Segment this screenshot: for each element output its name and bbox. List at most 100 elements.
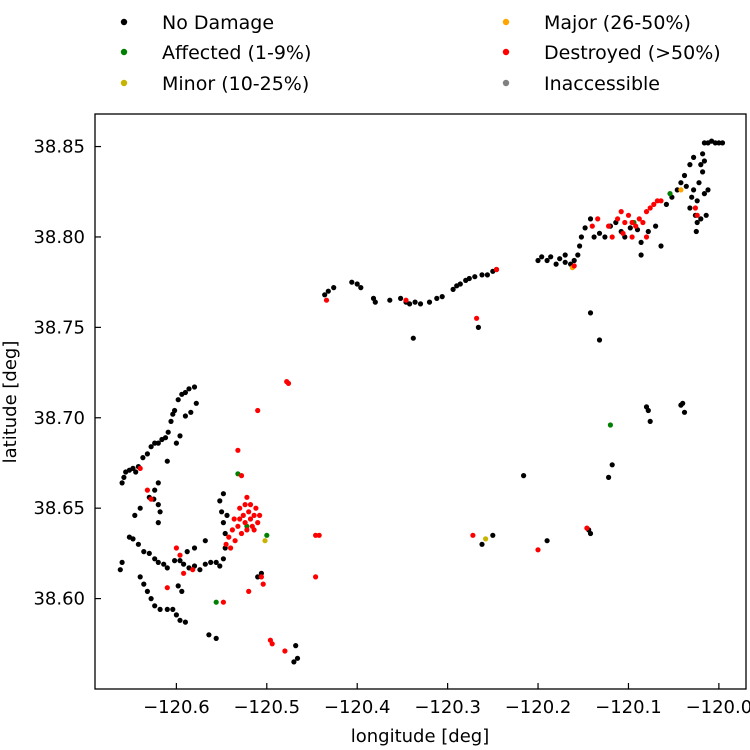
point-no-damage (694, 198, 700, 204)
point-no-damage (439, 294, 445, 300)
point-no-damage (222, 530, 228, 537)
point-destroyed-50 (242, 520, 248, 526)
point-destroyed-50 (692, 205, 699, 211)
point-destroyed-50 (232, 538, 238, 544)
point-no-damage (653, 223, 659, 229)
point-no-damage (152, 603, 158, 609)
point-no-damage (557, 256, 563, 262)
point-no-damage (701, 191, 708, 197)
point-destroyed-50 (493, 266, 500, 273)
point-destroyed-50 (137, 465, 143, 471)
point-destroyed-50 (643, 234, 650, 240)
point-destroyed-50 (269, 641, 275, 647)
point-no-damage (164, 606, 170, 613)
point-no-damage (179, 588, 185, 595)
point-no-damage (165, 429, 171, 435)
point-no-damage (596, 337, 603, 343)
point-destroyed-50 (235, 523, 241, 529)
point-no-damage (217, 563, 223, 569)
point-no-damage (291, 659, 297, 665)
point-affected-1-9 (264, 532, 270, 538)
legend-marker-destroyed-50 (502, 48, 510, 56)
point-no-damage (148, 444, 154, 450)
point-destroyed-50 (643, 209, 650, 215)
point-no-damage (152, 556, 158, 562)
point-no-damage (155, 440, 161, 446)
point-no-damage (575, 252, 581, 258)
point-destroyed-50 (173, 545, 179, 551)
data-points (117, 138, 726, 665)
point-no-damage (663, 201, 670, 207)
point-no-damage (162, 435, 169, 441)
point-destroyed-50 (584, 525, 590, 531)
point-no-damage (602, 234, 608, 240)
point-no-damage (219, 509, 225, 515)
point-destroyed-50 (589, 223, 595, 229)
plot-frame (94, 113, 747, 690)
legend-marker-no-damage (120, 18, 128, 26)
y-tick-label: 38.75 (33, 317, 85, 338)
point-no-damage (658, 243, 664, 249)
point-no-damage (157, 606, 163, 613)
point-no-damage (172, 558, 178, 564)
point-minor-10-25 (483, 536, 489, 542)
point-no-damage (521, 473, 527, 479)
point-no-damage (700, 151, 706, 157)
point-destroyed-50 (240, 512, 246, 519)
legend-marker-minor-10-25 (120, 79, 128, 87)
point-no-damage (647, 418, 653, 424)
y-tick-label: 38.70 (33, 408, 85, 429)
point-no-damage (164, 458, 170, 464)
point-no-damage (217, 498, 223, 504)
point-no-damage (627, 225, 633, 231)
point-no-damage (161, 561, 167, 567)
point-destroyed-50 (470, 532, 476, 538)
point-no-damage (177, 617, 183, 623)
x-tick-label: −120.4 (324, 697, 391, 718)
point-destroyed-50 (223, 541, 229, 547)
point-destroyed-50 (629, 234, 635, 240)
point-no-damage (144, 451, 150, 457)
point-no-damage (182, 619, 188, 625)
point-no-damage (177, 558, 183, 564)
point-no-damage (220, 556, 226, 562)
point-no-damage (544, 538, 550, 544)
point-no-damage (175, 583, 181, 589)
point-no-damage (133, 469, 139, 475)
point-destroyed-50 (229, 527, 235, 533)
point-no-damage (450, 286, 456, 292)
point-destroyed-50 (226, 534, 232, 540)
point-no-damage (177, 433, 183, 439)
point-destroyed-50 (253, 505, 259, 511)
point-no-damage (678, 180, 684, 186)
point-destroyed-50 (181, 570, 187, 576)
point-no-damage (146, 550, 152, 557)
point-destroyed-50 (255, 520, 261, 526)
point-no-damage (130, 536, 136, 542)
point-destroyed-50 (237, 505, 243, 511)
point-no-damage (132, 512, 138, 519)
point-no-damage (170, 606, 176, 613)
legend-marker-major-26-50 (502, 18, 510, 26)
point-destroyed-50 (244, 494, 250, 500)
legend-marker-affected-1-9 (120, 48, 128, 56)
point-destroyed-50 (609, 234, 615, 240)
point-destroyed-50 (251, 512, 257, 519)
legend-label-no-damage: No Damage (162, 12, 274, 34)
point-no-damage (698, 162, 704, 168)
point-no-damage (674, 187, 680, 193)
point-destroyed-50 (144, 487, 150, 493)
point-no-damage (681, 409, 688, 415)
point-no-damage (691, 187, 697, 193)
point-destroyed-50 (694, 212, 700, 218)
point-no-damage (426, 299, 433, 305)
point-no-damage (412, 299, 418, 305)
point-no-damage (645, 228, 651, 235)
point-no-damage (213, 559, 219, 566)
point-destroyed-50 (647, 205, 653, 211)
point-no-damage (479, 541, 485, 547)
y-tick-label: 38.65 (33, 498, 85, 519)
point-no-damage (645, 407, 651, 414)
point-no-damage (220, 520, 226, 526)
